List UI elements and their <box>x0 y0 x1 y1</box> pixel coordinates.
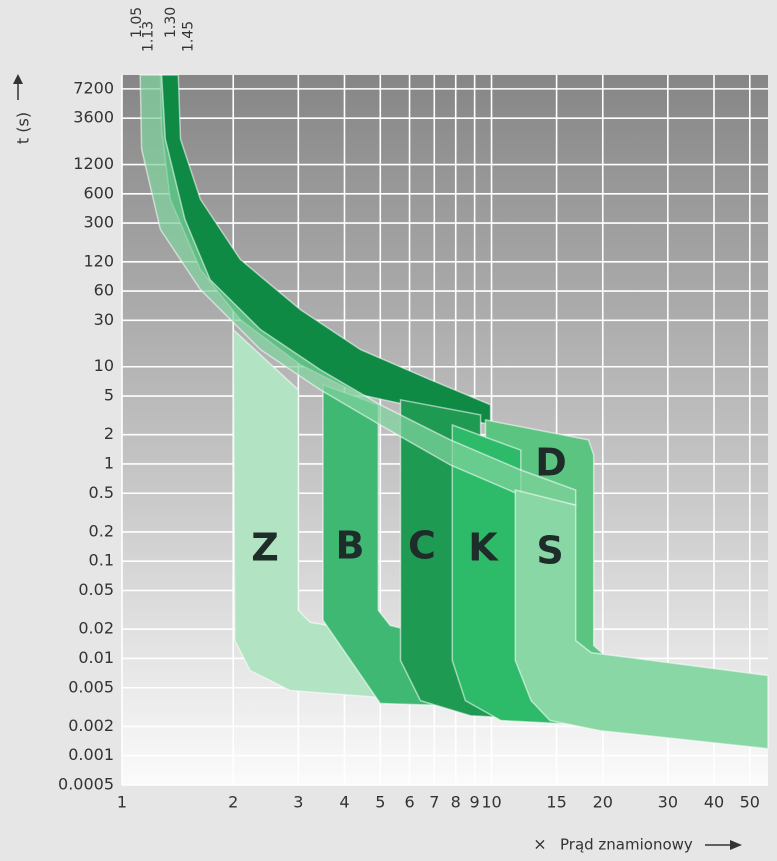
y-tick-label: 300 <box>83 213 114 232</box>
x-tick-label: 50 <box>740 793 760 812</box>
x-tick-label: 4 <box>339 793 349 812</box>
band-label: C <box>408 524 436 568</box>
x-tick-label: 1 <box>117 793 127 812</box>
x-tick-label: 8 <box>451 793 461 812</box>
x-tick-label: 30 <box>658 793 678 812</box>
y-tick-label: 600 <box>83 183 114 202</box>
y-tick-label: 60 <box>94 281 114 300</box>
y-tick-label: 0.1 <box>89 551 114 570</box>
x-tick-label: 9 <box>470 793 480 812</box>
y-tick-label: 0.5 <box>89 483 114 502</box>
y-tick-label: 0.01 <box>78 648 114 667</box>
top-tick-label: 1.45 <box>181 21 197 52</box>
top-tick-label: 1.05 <box>129 7 145 38</box>
marks <box>139 74 769 750</box>
band-label: Z <box>251 526 279 570</box>
y-tick-label: 120 <box>83 251 114 270</box>
y-tick-label: 30 <box>94 310 114 329</box>
y-tick-label: 2 <box>104 424 114 443</box>
band-label: S <box>536 529 563 573</box>
y-tick-label: 0.2 <box>89 521 114 540</box>
x-arrow-head <box>730 840 742 850</box>
y-tick-label: 10 <box>94 356 114 375</box>
x-tick-label: 2 <box>228 793 238 812</box>
band-label: K <box>468 526 499 570</box>
band-label: B <box>336 524 365 568</box>
y-axis-label: t (s) <box>14 112 33 144</box>
x-tick-label: 7 <box>429 793 439 812</box>
top-tick-label: 1.13 <box>141 21 157 52</box>
x-tick-label: 5 <box>375 793 385 812</box>
x-tick-label: 3 <box>293 793 303 812</box>
y-tick-label: 0.0005 <box>58 775 114 794</box>
x-tick-label: 40 <box>704 793 724 812</box>
x-axis-label: Prąd znamionowy <box>560 836 693 854</box>
top-tick-label: 1.30 <box>163 7 179 38</box>
thermal-band <box>139 74 577 506</box>
x-tick-label: 20 <box>593 793 613 812</box>
y-tick-label: 0.05 <box>78 580 114 599</box>
y-tick-label: 0.001 <box>68 745 114 764</box>
y-tick-label: 1200 <box>73 154 114 173</box>
x-tick-label: 10 <box>481 793 501 812</box>
x-tick-label: 6 <box>404 793 414 812</box>
y-tick-label: 0.002 <box>68 716 114 735</box>
x-axis-symbol: × <box>533 835 546 854</box>
y-tick-label: 1 <box>104 453 114 472</box>
y-tick-label: 0.02 <box>78 619 114 638</box>
y-tick-label: 0.005 <box>68 677 114 696</box>
x-tick-label: 15 <box>546 793 566 812</box>
trip-band <box>514 489 769 750</box>
y-tick-label: 5 <box>104 386 114 405</box>
labels: 1 2 3 4 5 6 7 8 9 10 15 20 30 40 507200360012006003001… <box>58 7 760 812</box>
band-label: D <box>535 441 567 485</box>
y-tick-label: 7200 <box>73 78 114 97</box>
y-tick-label: 3600 <box>73 108 114 127</box>
y-arrow-head <box>13 74 23 84</box>
